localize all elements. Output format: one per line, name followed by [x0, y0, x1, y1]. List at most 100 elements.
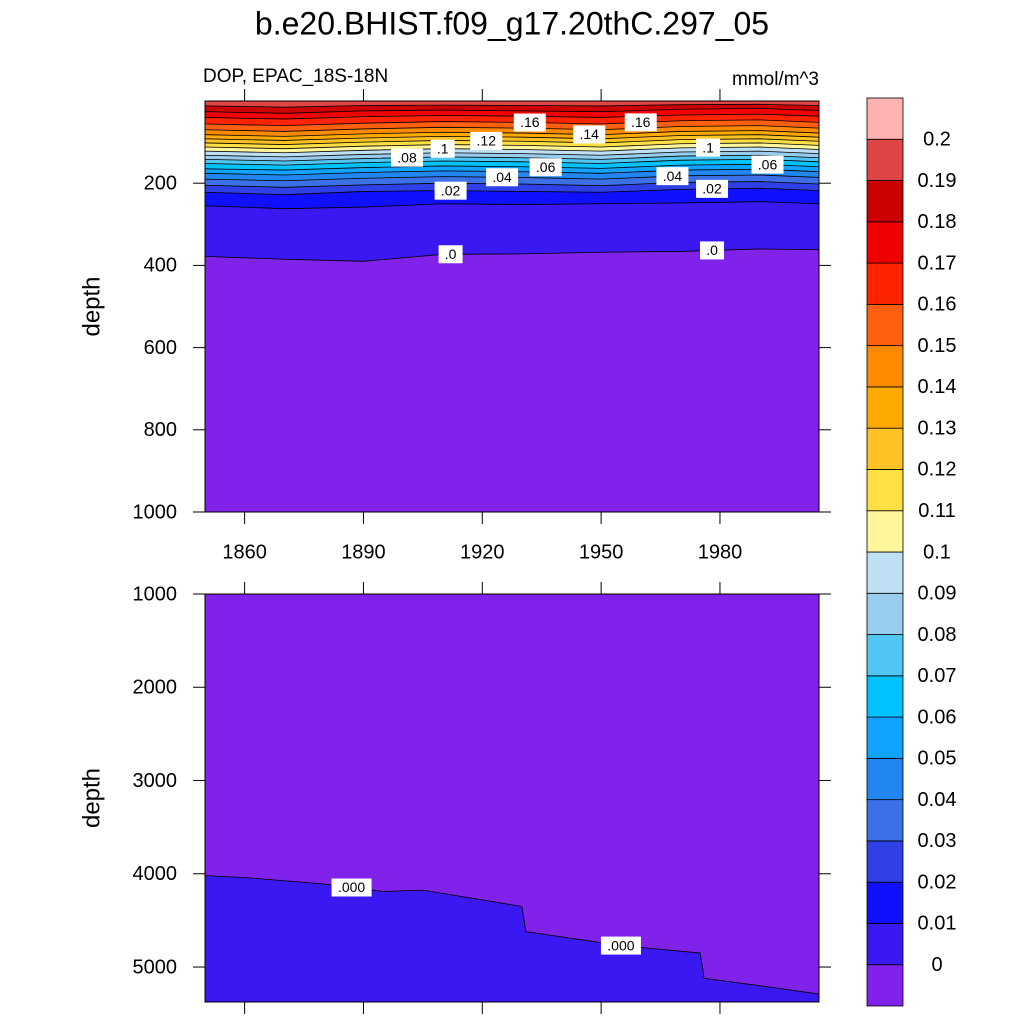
colorbar-box — [866, 97, 904, 140]
contour-line — [205, 181, 819, 188]
colorbar-label: 0.04 — [918, 789, 957, 811]
contour-label: .06 — [758, 156, 778, 172]
x-tick-label: 1950 — [579, 541, 624, 563]
contour-fill — [205, 875, 819, 1002]
colorbar-box — [866, 510, 904, 553]
contour-label: .1 — [702, 139, 714, 155]
plot-frame — [204, 593, 820, 1003]
y-tick-label: 4000 — [133, 863, 178, 885]
y-tick-label: 600 — [144, 337, 177, 359]
colorbar-box — [866, 551, 904, 594]
colorbar-label: 0.12 — [918, 459, 957, 481]
contour-label: .14 — [580, 126, 600, 142]
colorbar-label: 0.03 — [918, 830, 957, 852]
contour-label: .000 — [338, 879, 365, 895]
contour-line — [205, 138, 819, 145]
contour-label: .04 — [492, 169, 512, 185]
contour-label-box — [700, 241, 725, 260]
y-axis-label: depth — [78, 276, 105, 336]
colorbar-box — [866, 675, 904, 718]
colorbar-label: 0.19 — [918, 170, 957, 192]
y-tick-label: 400 — [144, 255, 177, 277]
plot-area — [205, 101, 819, 512]
contour-line — [205, 174, 819, 182]
colorbar-box — [866, 923, 904, 966]
y-tick-label: 3000 — [133, 770, 178, 792]
contour-line — [205, 875, 819, 995]
colorbar-label: 0.13 — [918, 417, 957, 439]
contour-label: .06 — [536, 159, 556, 175]
colorbar-label: 0.16 — [918, 294, 957, 316]
colorbar-label: 0.2 — [923, 129, 951, 151]
contour-label-box — [331, 878, 372, 897]
contour-line — [205, 187, 819, 196]
colorbar-label: 0.14 — [918, 376, 957, 398]
x-tick-label: 1860 — [222, 541, 267, 563]
y-axis-label: depth — [78, 768, 105, 828]
colorbar-box — [866, 840, 904, 883]
colorbar-label: 0.02 — [918, 871, 957, 893]
colorbar-box — [866, 592, 904, 635]
colorbar-label: 0.07 — [918, 665, 957, 687]
colorbar-label: 0.01 — [918, 913, 957, 935]
contour-label-box — [529, 158, 562, 177]
colorbar-label: 0.17 — [918, 252, 957, 274]
colorbar-box — [866, 427, 904, 470]
contour-label: .12 — [477, 133, 497, 149]
y-tick-label: 800 — [144, 419, 177, 441]
colorbar-label: 0.1 — [923, 541, 951, 563]
colorbar-label: 0.11 — [918, 500, 955, 522]
contour-line — [205, 130, 819, 137]
contour-label-box — [513, 113, 546, 132]
colorbar-box — [866, 303, 904, 347]
y-tick-label: 1000 — [133, 583, 178, 605]
y-tick-label: 1000 — [133, 501, 178, 523]
colorbar-box — [866, 881, 904, 924]
contour-line — [205, 146, 819, 154]
colorbar-box — [866, 964, 904, 1007]
x-tick-label: 1980 — [698, 541, 743, 563]
colorbar-label: 0.06 — [918, 706, 957, 728]
contour-label: .16 — [520, 114, 540, 130]
contour-line — [205, 154, 819, 162]
colorbar-label: 0 — [931, 954, 942, 976]
contour-label-box — [751, 155, 784, 174]
colorbar-label: 0.15 — [918, 335, 957, 357]
contour-label-box — [470, 131, 503, 150]
y-tick-label: 2000 — [133, 677, 178, 699]
colorbar-box — [866, 386, 904, 429]
contour-label-box — [434, 181, 467, 200]
contour-line — [205, 201, 819, 210]
contour-label-box — [624, 113, 657, 132]
colorbar-box — [866, 757, 904, 801]
contour-label: .02 — [702, 181, 722, 197]
contour-label-box — [573, 125, 606, 144]
contour-line — [205, 134, 819, 141]
contour-label: .16 — [631, 114, 651, 130]
contour-line — [205, 150, 819, 158]
contour-label-box — [656, 167, 689, 186]
contour-label-box — [391, 148, 424, 167]
contour-label: .02 — [441, 182, 461, 198]
colorbar-box — [866, 469, 904, 512]
contour-label-box — [430, 139, 455, 158]
x-tick-label: 1890 — [341, 541, 386, 563]
contour-line — [205, 168, 819, 176]
contour-line — [205, 142, 819, 150]
contour-label: .1 — [437, 140, 449, 156]
colorbar-box — [866, 262, 904, 305]
colorbar-label: 0.09 — [918, 583, 957, 605]
contour-line — [205, 248, 819, 262]
colorbar-box — [866, 634, 904, 677]
contour-label-box — [438, 245, 463, 264]
colorbar-box — [866, 180, 904, 223]
colorbar-box — [866, 716, 904, 759]
plot-area — [205, 594, 819, 1002]
chart-title: b.e20.BHIST.f09_g17.20thC.297_05 — [255, 5, 769, 41]
contour-line — [205, 103, 819, 108]
contour-label: .0 — [706, 242, 718, 258]
contour-label: .0 — [445, 246, 457, 262]
colorbar-box — [866, 345, 904, 388]
contour-label: .000 — [607, 937, 634, 953]
